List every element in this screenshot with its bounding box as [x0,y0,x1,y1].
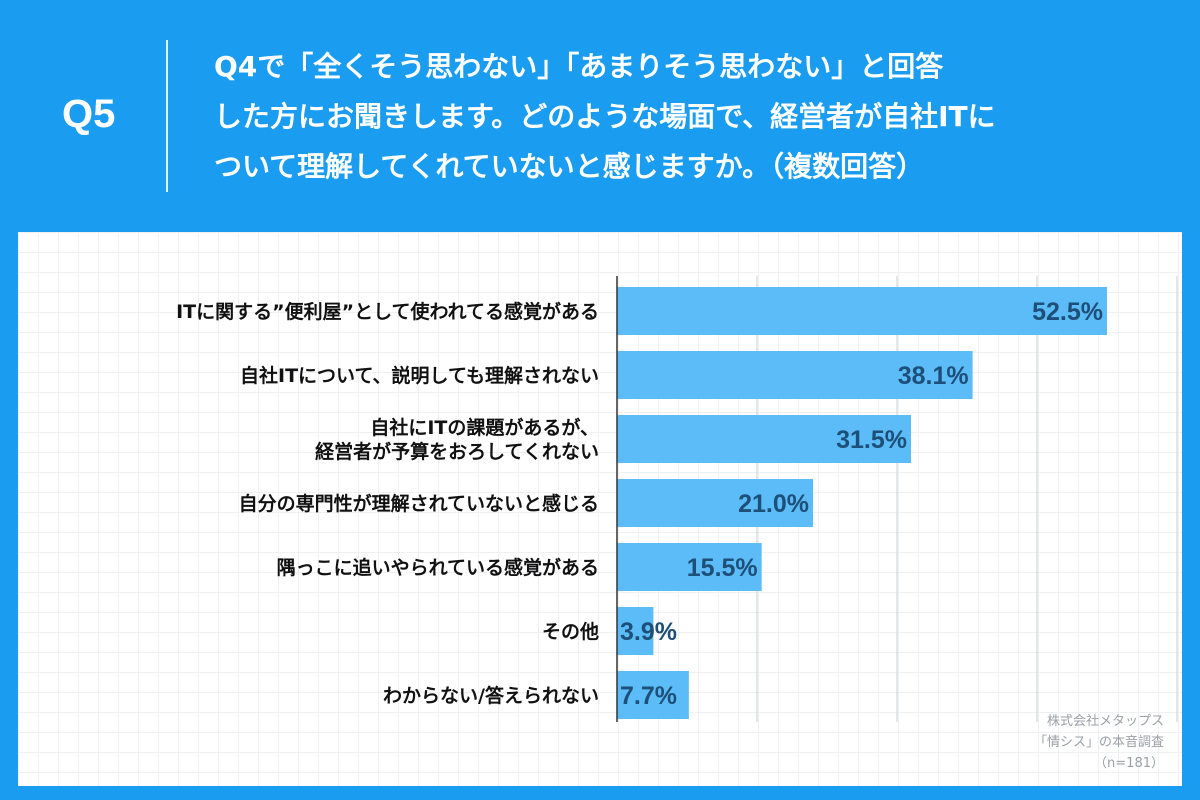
bar-0 [617,287,1107,335]
bar-6 [617,671,689,719]
value-label-5: 3.9% [620,618,677,646]
bar-3 [617,479,813,527]
value-label-4: 15.5% [687,554,758,582]
header-divider [166,40,168,192]
bar-1 [617,351,973,399]
category-label-1: 自社ITについて、説明しても理解されない [240,364,599,387]
value-label-3: 21.0% [738,490,809,518]
category-label-2-line-0: 自社にITの課題があるが、 [370,416,599,439]
bar-4 [617,543,762,591]
category-label-4-line-0: 隅っこに追いやられている感覚がある [277,556,599,579]
category-label-3-line-0: 自分の専門性が理解されていないと感じる [239,492,599,515]
category-label-6-line-0: わからない/答えられない [383,684,599,707]
credit-sample-size: （n=181） [1094,756,1164,771]
chart-panel: 52.5% ITに関する”便利屋”として使われてる感覚がある 38.1% 自社ITにつ… [18,232,1182,786]
question-number: Q5 [62,92,116,136]
category-label-3: 自分の専門性が理解されていないと感じる [239,492,599,515]
survey-credit: 株式会社メタップス 「情シス」の本音調査 （n=181） [1034,711,1164,774]
credit-company: 株式会社メタップス [1046,714,1164,729]
question-text: Q4で「全くそう思わない」「あまりそう思わない」と回答 した方にお聞きします。ど… [214,50,996,183]
category-label-2: 自社にITの課題があるが、経営者が予算をおろしてくれない [315,416,599,463]
category-label-0-line-0: ITに関する”便利屋”として使われてる感覚がある [176,300,599,323]
value-label-6: 7.7% [620,682,677,710]
category-label-4: 隅っこに追いやられている感覚がある [277,556,599,579]
bar-chart: 52.5% ITに関する”便利屋”として使われてる感覚がある 38.1% 自社ITにつ… [176,276,1178,722]
category-label-6: わからない/答えられない [383,684,599,707]
category-label-5-line-0: その他 [542,620,599,643]
category-label-0: ITに関する”便利屋”として使われてる感覚がある [176,300,599,323]
value-label-2: 31.5% [836,426,907,454]
category-label-1-line-0: 自社ITについて、説明しても理解されない [240,364,599,387]
category-label-5: その他 [542,620,599,643]
bar-2 [617,415,911,463]
value-label-1: 38.1% [898,362,969,390]
bar-5 [617,607,654,655]
question-header: Q5 Q4で「全くそう思わない」「あまりそう思わない」と回答 した方にお聞きしま… [0,0,1200,230]
value-label-0: 52.5% [1032,298,1103,326]
category-label-2-line-1: 経営者が予算をおろしてくれない [315,440,599,463]
credit-survey-name: 「情シス」の本音調査 [1033,735,1164,750]
